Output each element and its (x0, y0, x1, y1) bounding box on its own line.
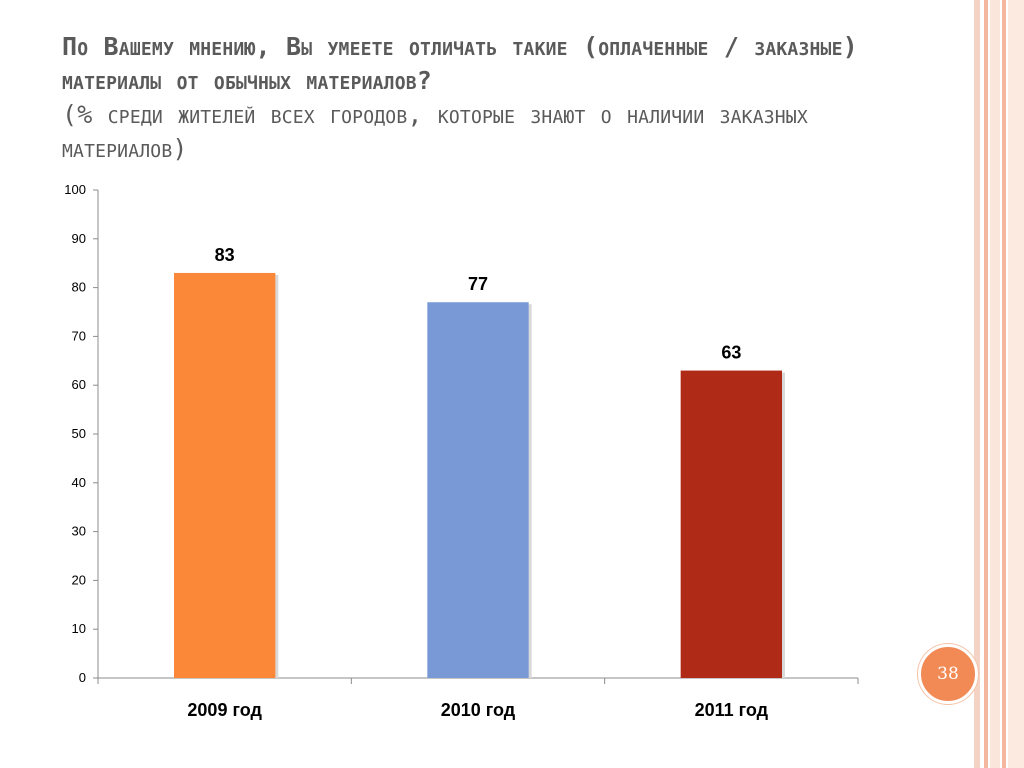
y-tick-label: 30 (72, 524, 86, 539)
page-number-badge: 38 (918, 644, 978, 704)
y-tick-label: 60 (72, 377, 86, 392)
bar-value-label: 77 (468, 274, 488, 294)
y-tick-label: 50 (72, 426, 86, 441)
y-tick-label: 20 (72, 572, 86, 587)
slide-question: По Вашему мнению, Вы умеете отличать так… (62, 32, 858, 95)
slide-subtitle: (% среди жителей всех городов, которые з… (62, 100, 808, 163)
bar-3 (680, 370, 782, 678)
decorative-stripes (974, 0, 1024, 768)
x-axis: 2009 год 2010 год 2011 год (97, 677, 859, 720)
y-tick-label: 70 (72, 328, 86, 343)
y-tick-label: 10 (72, 621, 86, 636)
stripe (1008, 0, 1024, 768)
bars: 83 77 63 (174, 245, 785, 678)
bar-value-label: 83 (215, 245, 235, 265)
y-tick-label: 80 (72, 280, 86, 295)
stripe (990, 0, 1000, 768)
bar-1 (174, 272, 276, 678)
y-axis: 0 10 20 30 40 50 60 70 80 90 100 (64, 182, 99, 685)
y-tick-label: 40 (72, 475, 86, 490)
bar-2 (427, 302, 529, 678)
y-tick-label: 100 (64, 182, 86, 197)
stripe (1002, 0, 1006, 768)
x-category-label: 2009 год (187, 700, 262, 720)
x-category-label: 2011 год (695, 700, 769, 720)
stripe (974, 0, 980, 768)
y-tick-label: 90 (72, 231, 86, 246)
y-tick-label: 0 (79, 670, 86, 685)
slide-title: По Вашему мнению, Вы умеете отличать так… (62, 30, 902, 166)
bar-value-label: 63 (721, 343, 741, 363)
stripe (984, 0, 988, 768)
x-category-label: 2010 год (441, 700, 516, 720)
